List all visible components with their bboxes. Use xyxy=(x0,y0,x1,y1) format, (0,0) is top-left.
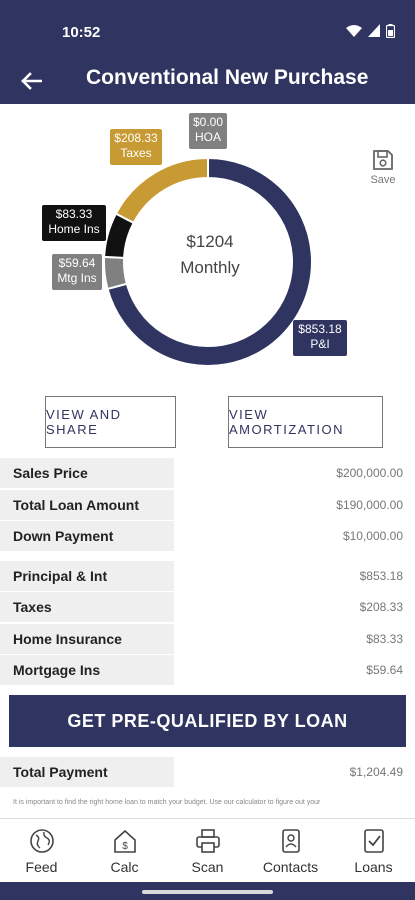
save-label: Save xyxy=(370,174,396,186)
slice-label-pi: $853.18 P&I xyxy=(293,320,347,356)
calculator-house-icon: $ xyxy=(113,829,136,853)
slice-label-home-ins: $83.33 Home Ins xyxy=(42,205,106,241)
slice-amount-hoa: $0.00 xyxy=(192,115,224,129)
slice-amount-home-ins: $83.33 xyxy=(55,207,93,221)
status-icons xyxy=(346,24,395,38)
view-and-share-button[interactable]: VIEW AND SHARE xyxy=(45,396,176,448)
gesture-pill xyxy=(142,890,273,894)
floppy-disk-icon xyxy=(373,150,393,170)
row-label: Down Payment xyxy=(0,521,174,551)
row-value: $200,000.00 xyxy=(174,458,415,488)
bottom-nav: Feed $ Calc Scan Contacts Loans xyxy=(0,818,415,882)
payment-donut-chart xyxy=(103,156,313,367)
svg-text:$: $ xyxy=(122,841,128,852)
row-label: Sales Price xyxy=(0,458,174,488)
back-button[interactable] xyxy=(16,66,46,96)
slice-name-pi: P&I xyxy=(310,337,330,351)
app-bar: Conventional New Purchase xyxy=(0,60,415,104)
row-sales-price: Sales Price $200,000.00 xyxy=(0,458,415,488)
disclaimer-text: It is important to find the right home l… xyxy=(13,799,321,806)
slice-label-taxes: $208.33 Taxes xyxy=(110,129,162,165)
nav-label: Feed xyxy=(25,859,58,875)
arrow-left-icon xyxy=(21,72,42,90)
nav-item-contacts[interactable]: Contacts xyxy=(249,819,332,882)
row-label: Home Insurance xyxy=(0,624,174,654)
gesture-bar xyxy=(0,882,415,900)
nav-item-scan[interactable]: Scan xyxy=(166,819,249,882)
row-mortgage-ins: Mortgage Ins $59.64 xyxy=(0,655,415,685)
battery-icon xyxy=(386,24,395,38)
row-label: Taxes xyxy=(0,592,174,622)
globe-icon xyxy=(29,829,54,853)
page-title: Conventional New Purchase xyxy=(86,66,369,89)
slice-amount-mtg-ins: $59.64 xyxy=(58,256,96,270)
row-total-payment: Total Payment $1,204.49 xyxy=(0,757,415,787)
slice-name-mtg-ins: Mtg Ins xyxy=(57,271,97,285)
slice-label-mtg-ins: $59.64 Mtg Ins xyxy=(52,254,102,290)
nav-item-calc[interactable]: $ Calc xyxy=(83,819,166,882)
donut-slice-taxes xyxy=(114,156,209,225)
row-label: Principal & Int xyxy=(0,561,174,591)
row-home-insurance: Home Insurance $83.33 xyxy=(0,624,415,654)
row-down-payment: Down Payment $10,000.00 xyxy=(0,521,415,551)
row-value: $59.64 xyxy=(174,655,415,685)
get-pre-qualified-button[interactable]: GET PRE-QUALIFIED BY LOAN xyxy=(9,695,406,747)
save-button[interactable]: Save xyxy=(366,148,400,194)
nav-item-feed[interactable]: Feed xyxy=(0,819,83,882)
donut-slice-p-i xyxy=(106,156,313,367)
row-value: $190,000.00 xyxy=(174,490,415,520)
row-value: $208.33 xyxy=(174,592,415,622)
slice-name-hoa: HOA xyxy=(194,130,221,144)
slice-name-home-ins: Home Ins xyxy=(48,222,100,236)
nav-label: Loans xyxy=(354,859,393,875)
document-check-icon xyxy=(363,829,384,853)
status-time: 10:52 xyxy=(62,24,101,41)
wifi-icon xyxy=(346,25,362,37)
nav-label: Scan xyxy=(191,859,224,875)
status-bar: 10:52 xyxy=(0,0,415,60)
nav-label: Calc xyxy=(110,859,139,875)
row-value: $853.18 xyxy=(174,561,415,591)
row-label: Total Payment xyxy=(0,757,174,787)
signal-icon xyxy=(368,24,380,37)
printer-icon xyxy=(195,829,220,853)
payment-chart-area: $1204 Monthly $208.33 Taxes $0.00 HOA $8… xyxy=(0,104,415,384)
donut-center-amount: $1204 xyxy=(186,232,234,251)
slice-name-taxes: Taxes xyxy=(120,146,152,160)
nav-item-loans[interactable]: Loans xyxy=(332,819,415,882)
nav-label: Contacts xyxy=(262,859,319,875)
row-principal-int: Principal & Int $853.18 xyxy=(0,561,415,591)
row-total-loan-amount: Total Loan Amount $190,000.00 xyxy=(0,490,415,520)
row-value: $10,000.00 xyxy=(174,521,415,551)
view-amortization-button[interactable]: VIEW AMORTIZATION xyxy=(228,396,383,448)
row-value: $83.33 xyxy=(174,624,415,654)
contacts-icon xyxy=(281,829,300,853)
slice-label-hoa: $0.00 HOA xyxy=(189,113,227,149)
row-label: Total Loan Amount xyxy=(0,490,174,520)
row-label: Mortgage Ins xyxy=(0,655,174,685)
slice-amount-pi: $853.18 xyxy=(298,322,342,336)
row-taxes: Taxes $208.33 xyxy=(0,592,415,622)
row-value: $1,204.49 xyxy=(174,757,415,787)
donut-slice-mtg-ins xyxy=(103,255,129,291)
donut-center-label: Monthly xyxy=(180,258,240,277)
slice-amount-taxes: $208.33 xyxy=(114,131,158,145)
